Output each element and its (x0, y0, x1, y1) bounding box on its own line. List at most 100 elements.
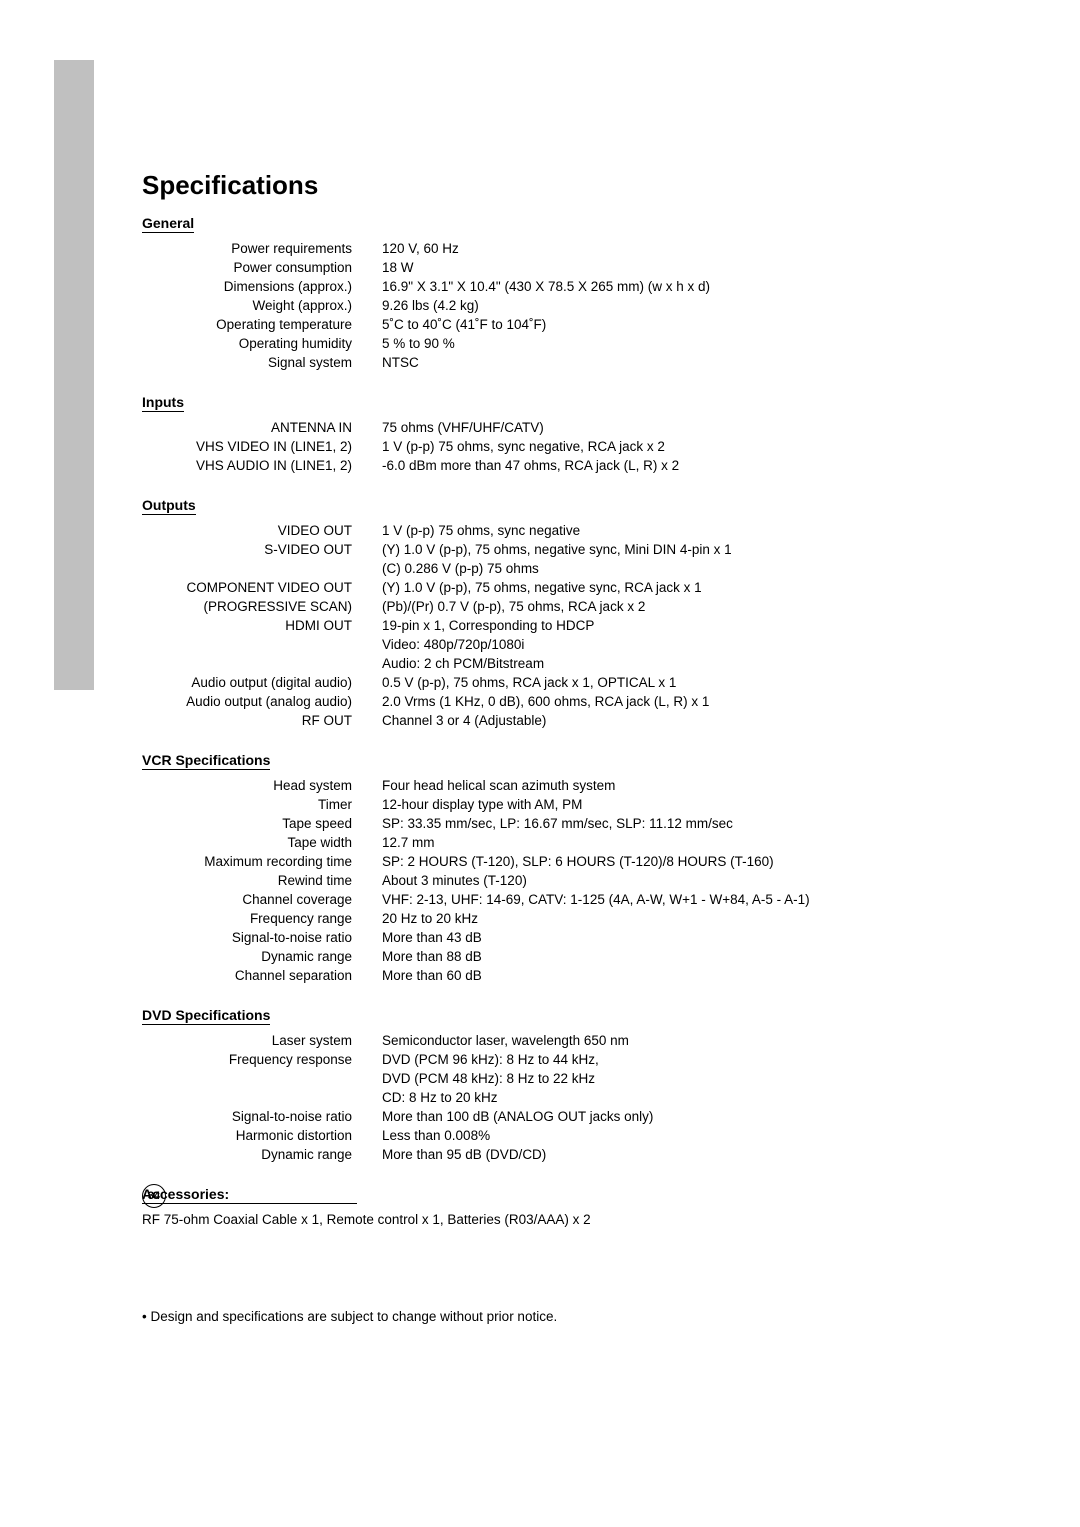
spec-value: VHF: 2-13, UHF: 14-69, CATV: 1-125 (4A, … (382, 890, 972, 909)
spec-row: CD: 8 Hz to 20 kHz (142, 1088, 972, 1107)
spec-row: Channel separationMore than 60 dB (142, 966, 972, 985)
spec-value: 19-pin x 1, Corresponding to HDCP (382, 616, 972, 635)
section-outputs: Outputs VIDEO OUT1 V (p-p) 75 ohms, sync… (142, 497, 972, 730)
spec-label: Audio output (digital audio) (142, 673, 382, 692)
accessories-text: RF 75-ohm Coaxial Cable x 1, Remote cont… (142, 1210, 972, 1229)
spec-row: S-VIDEO OUT(Y) 1.0 V (p-p), 75 ohms, neg… (142, 540, 972, 559)
spec-row: Harmonic distortionLess than 0.008% (142, 1126, 972, 1145)
spec-label: Timer (142, 795, 382, 814)
spec-value: Less than 0.008% (382, 1126, 972, 1145)
spec-value: More than 60 dB (382, 966, 972, 985)
spec-value: 16.9" X 3.1" X 10.4" (430 X 78.5 X 265 m… (382, 277, 972, 296)
spec-value: 1 V (p-p) 75 ohms, sync negative, RCA ja… (382, 437, 972, 456)
spec-row: VHS VIDEO IN (LINE1, 2)1 V (p-p) 75 ohms… (142, 437, 972, 456)
spec-label: Signal-to-noise ratio (142, 928, 382, 947)
spec-row: Laser systemSemiconductor laser, wavelen… (142, 1031, 972, 1050)
section-head-outputs: Outputs (142, 497, 196, 515)
spec-row: Maximum recording timeSP: 2 HOURS (T-120… (142, 852, 972, 871)
spec-row: Tape speedSP: 33.35 mm/sec, LP: 16.67 mm… (142, 814, 972, 833)
spec-label: Operating temperature (142, 315, 382, 334)
spec-value: 20 Hz to 20 kHz (382, 909, 972, 928)
spec-row: VIDEO OUT1 V (p-p) 75 ohms, sync negativ… (142, 521, 972, 540)
spec-value: -6.0 dBm more than 47 ohms, RCA jack (L,… (382, 456, 972, 475)
spec-row: Signal-to-noise ratioMore than 43 dB (142, 928, 972, 947)
spec-row: Tape width12.7 mm (142, 833, 972, 852)
spec-row: Rewind timeAbout 3 minutes (T-120) (142, 871, 972, 890)
spec-label (142, 654, 382, 673)
spec-row: COMPONENT VIDEO OUT(Y) 1.0 V (p-p), 75 o… (142, 578, 972, 597)
spec-label: Power consumption (142, 258, 382, 277)
spec-row: Frequency responseDVD (PCM 96 kHz): 8 Hz… (142, 1050, 972, 1069)
spec-label: Channel separation (142, 966, 382, 985)
section-vcr: VCR Specifications Head systemFour head … (142, 752, 972, 985)
specifications-content: Specifications General Power requirement… (142, 170, 972, 1324)
spec-label: RF OUT (142, 711, 382, 730)
spec-value: 5˚C to 40˚C (41˚F to 104˚F) (382, 315, 972, 334)
spec-row: RF OUTChannel 3 or 4 (Adjustable) (142, 711, 972, 730)
spec-row: Operating temperature5˚C to 40˚C (41˚F t… (142, 315, 972, 334)
spec-value: NTSC (382, 353, 972, 372)
section-general: General Power requirements120 V, 60 HzPo… (142, 215, 972, 372)
spec-label: Audio output (analog audio) (142, 692, 382, 711)
design-note: • Design and specifications are subject … (142, 1309, 972, 1324)
section-rows-dvd: Laser systemSemiconductor laser, wavelen… (142, 1031, 972, 1164)
spec-row: HDMI OUT19-pin x 1, Corresponding to HDC… (142, 616, 972, 635)
spec-label: Maximum recording time (142, 852, 382, 871)
spec-label: S-VIDEO OUT (142, 540, 382, 559)
spec-label: VHS VIDEO IN (LINE1, 2) (142, 437, 382, 456)
spec-row: Audio output (analog audio)2.0 Vrms (1 K… (142, 692, 972, 711)
spec-label: Dynamic range (142, 947, 382, 966)
spec-value: (Y) 1.0 V (p-p), 75 ohms, negative sync,… (382, 540, 972, 559)
spec-label: Head system (142, 776, 382, 795)
spec-value: (Y) 1.0 V (p-p), 75 ohms, negative sync,… (382, 578, 972, 597)
spec-row: VHS AUDIO IN (LINE1, 2)-6.0 dBm more tha… (142, 456, 972, 475)
spec-value: Channel 3 or 4 (Adjustable) (382, 711, 972, 730)
page-number: 34 (142, 1184, 166, 1208)
spec-label: VIDEO OUT (142, 521, 382, 540)
spec-value: Four head helical scan azimuth system (382, 776, 972, 795)
spec-label (142, 559, 382, 578)
spec-value: More than 95 dB (DVD/CD) (382, 1145, 972, 1164)
section-accessories: Accessories: RF 75-ohm Coaxial Cable x 1… (142, 1186, 972, 1229)
section-rows-outputs: VIDEO OUT1 V (p-p) 75 ohms, sync negativ… (142, 521, 972, 730)
spec-label: VHS AUDIO IN (LINE1, 2) (142, 456, 382, 475)
accessories-head: Accessories: (142, 1186, 357, 1204)
spec-label: Dimensions (approx.) (142, 277, 382, 296)
spec-row: Head systemFour head helical scan azimut… (142, 776, 972, 795)
spec-label: Frequency range (142, 909, 382, 928)
spec-label: Tape speed (142, 814, 382, 833)
spec-row: Power requirements120 V, 60 Hz (142, 239, 972, 258)
spec-value: Audio: 2 ch PCM/Bitstream (382, 654, 972, 673)
spec-value: More than 43 dB (382, 928, 972, 947)
spec-label: Weight (approx.) (142, 296, 382, 315)
spec-value: About 3 minutes (T-120) (382, 871, 972, 890)
spec-value: 1 V (p-p) 75 ohms, sync negative (382, 521, 972, 540)
spec-value: (Pb)/(Pr) 0.7 V (p-p), 75 ohms, RCA jack… (382, 597, 972, 616)
spec-label: Signal system (142, 353, 382, 372)
spec-label (142, 1088, 382, 1107)
spec-label: Channel coverage (142, 890, 382, 909)
section-inputs: Inputs ANTENNA IN75 ohms (VHF/UHF/CATV)V… (142, 394, 972, 475)
spec-row: Signal-to-noise ratioMore than 100 dB (A… (142, 1107, 972, 1126)
spec-label: Harmonic distortion (142, 1126, 382, 1145)
section-head-vcr: VCR Specifications (142, 752, 270, 770)
spec-label: Frequency response (142, 1050, 382, 1069)
section-rows-inputs: ANTENNA IN75 ohms (VHF/UHF/CATV)VHS VIDE… (142, 418, 972, 475)
spec-value: 18 W (382, 258, 972, 277)
section-rows-vcr: Head systemFour head helical scan azimut… (142, 776, 972, 985)
spec-label: ANTENNA IN (142, 418, 382, 437)
spec-value: 0.5 V (p-p), 75 ohms, RCA jack x 1, OPTI… (382, 673, 972, 692)
page-title: Specifications (142, 170, 972, 201)
side-tab (54, 60, 94, 690)
spec-row: Timer12-hour display type with AM, PM (142, 795, 972, 814)
spec-value: SP: 33.35 mm/sec, LP: 16.67 mm/sec, SLP:… (382, 814, 972, 833)
spec-value: Semiconductor laser, wavelength 650 nm (382, 1031, 972, 1050)
spec-label (142, 635, 382, 654)
spec-value: Video: 480p/720p/1080i (382, 635, 972, 654)
spec-value: 12.7 mm (382, 833, 972, 852)
spec-row: Dynamic rangeMore than 88 dB (142, 947, 972, 966)
spec-label: Tape width (142, 833, 382, 852)
section-head-dvd: DVD Specifications (142, 1007, 270, 1025)
spec-label: Power requirements (142, 239, 382, 258)
spec-label: Operating humidity (142, 334, 382, 353)
